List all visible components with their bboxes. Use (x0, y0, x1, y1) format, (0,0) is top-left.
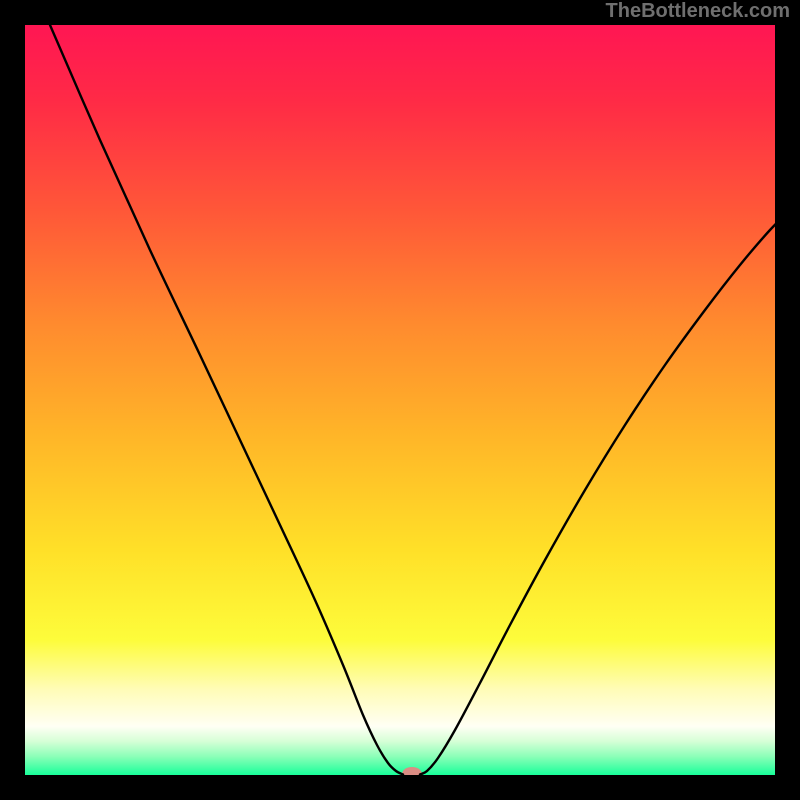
plot-background (25, 25, 775, 775)
bottleneck-chart: TheBottleneck.com (0, 0, 800, 800)
chart-svg (0, 0, 800, 800)
watermark-text: TheBottleneck.com (606, 0, 790, 23)
